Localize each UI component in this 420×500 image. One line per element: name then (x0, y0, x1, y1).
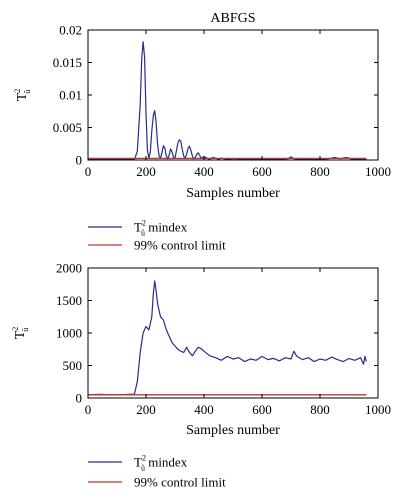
x-tick-label: 800 (310, 402, 330, 417)
chart-1: ABFGS 0 200 400 600 800 1000 0 0.005 0.01 0.015 0.0… (13, 11, 391, 253)
x-tick-label: 1000 (365, 164, 391, 179)
y-tick-label: 0.015 (53, 55, 82, 70)
legend-label: T2 û mindex (134, 219, 188, 238)
series-line-mindex (87, 280, 367, 396)
x-tick-label: 200 (136, 402, 156, 417)
x-tick-label: 0 (85, 164, 92, 179)
y-tick-label: 0 (76, 391, 83, 406)
x-tick-label: 800 (310, 164, 330, 179)
chart-title: ABFGS (210, 11, 255, 26)
legend-label: T2 ũ mindex (134, 454, 188, 473)
plot-frame (87, 267, 379, 399)
chart-2: 0 200 400 600 800 1000 0 500 1000 1500 2000 Samples… (11, 261, 391, 490)
y-tick-label: 1500 (56, 293, 82, 308)
x-tick-label: 400 (194, 164, 214, 179)
x-tick-label: 600 (252, 164, 272, 179)
x-tick-label: 1000 (365, 402, 391, 417)
y-tick-label: 0.02 (59, 23, 82, 38)
x-tick-label: 200 (136, 164, 156, 179)
x-axis-label: Samples number (186, 423, 280, 438)
series-line-mindex (88, 41, 367, 160)
y-tick-label: 500 (63, 358, 83, 373)
x-tick-label: 0 (85, 402, 92, 417)
x-tick-label: 400 (194, 402, 214, 417)
x-tick-label: 600 (252, 402, 272, 417)
x-axis-label: Samples number (186, 186, 280, 201)
y-tick-label: 1000 (56, 326, 82, 341)
y-axis-label: T2û (13, 89, 32, 102)
legend-label: 99% control limit (134, 475, 226, 490)
y-tick-label: 0.005 (53, 120, 82, 135)
legend: T2 ũ mindex 99% control limit (88, 454, 226, 490)
y-tick-label: 0 (76, 153, 83, 168)
legend-label: 99% control limit (134, 238, 226, 253)
plot-frame (87, 29, 379, 161)
y-axis-label: T2ũ (11, 327, 30, 340)
y-tick-label: 0.01 (59, 88, 82, 103)
y-tick-label: 2000 (56, 261, 82, 276)
